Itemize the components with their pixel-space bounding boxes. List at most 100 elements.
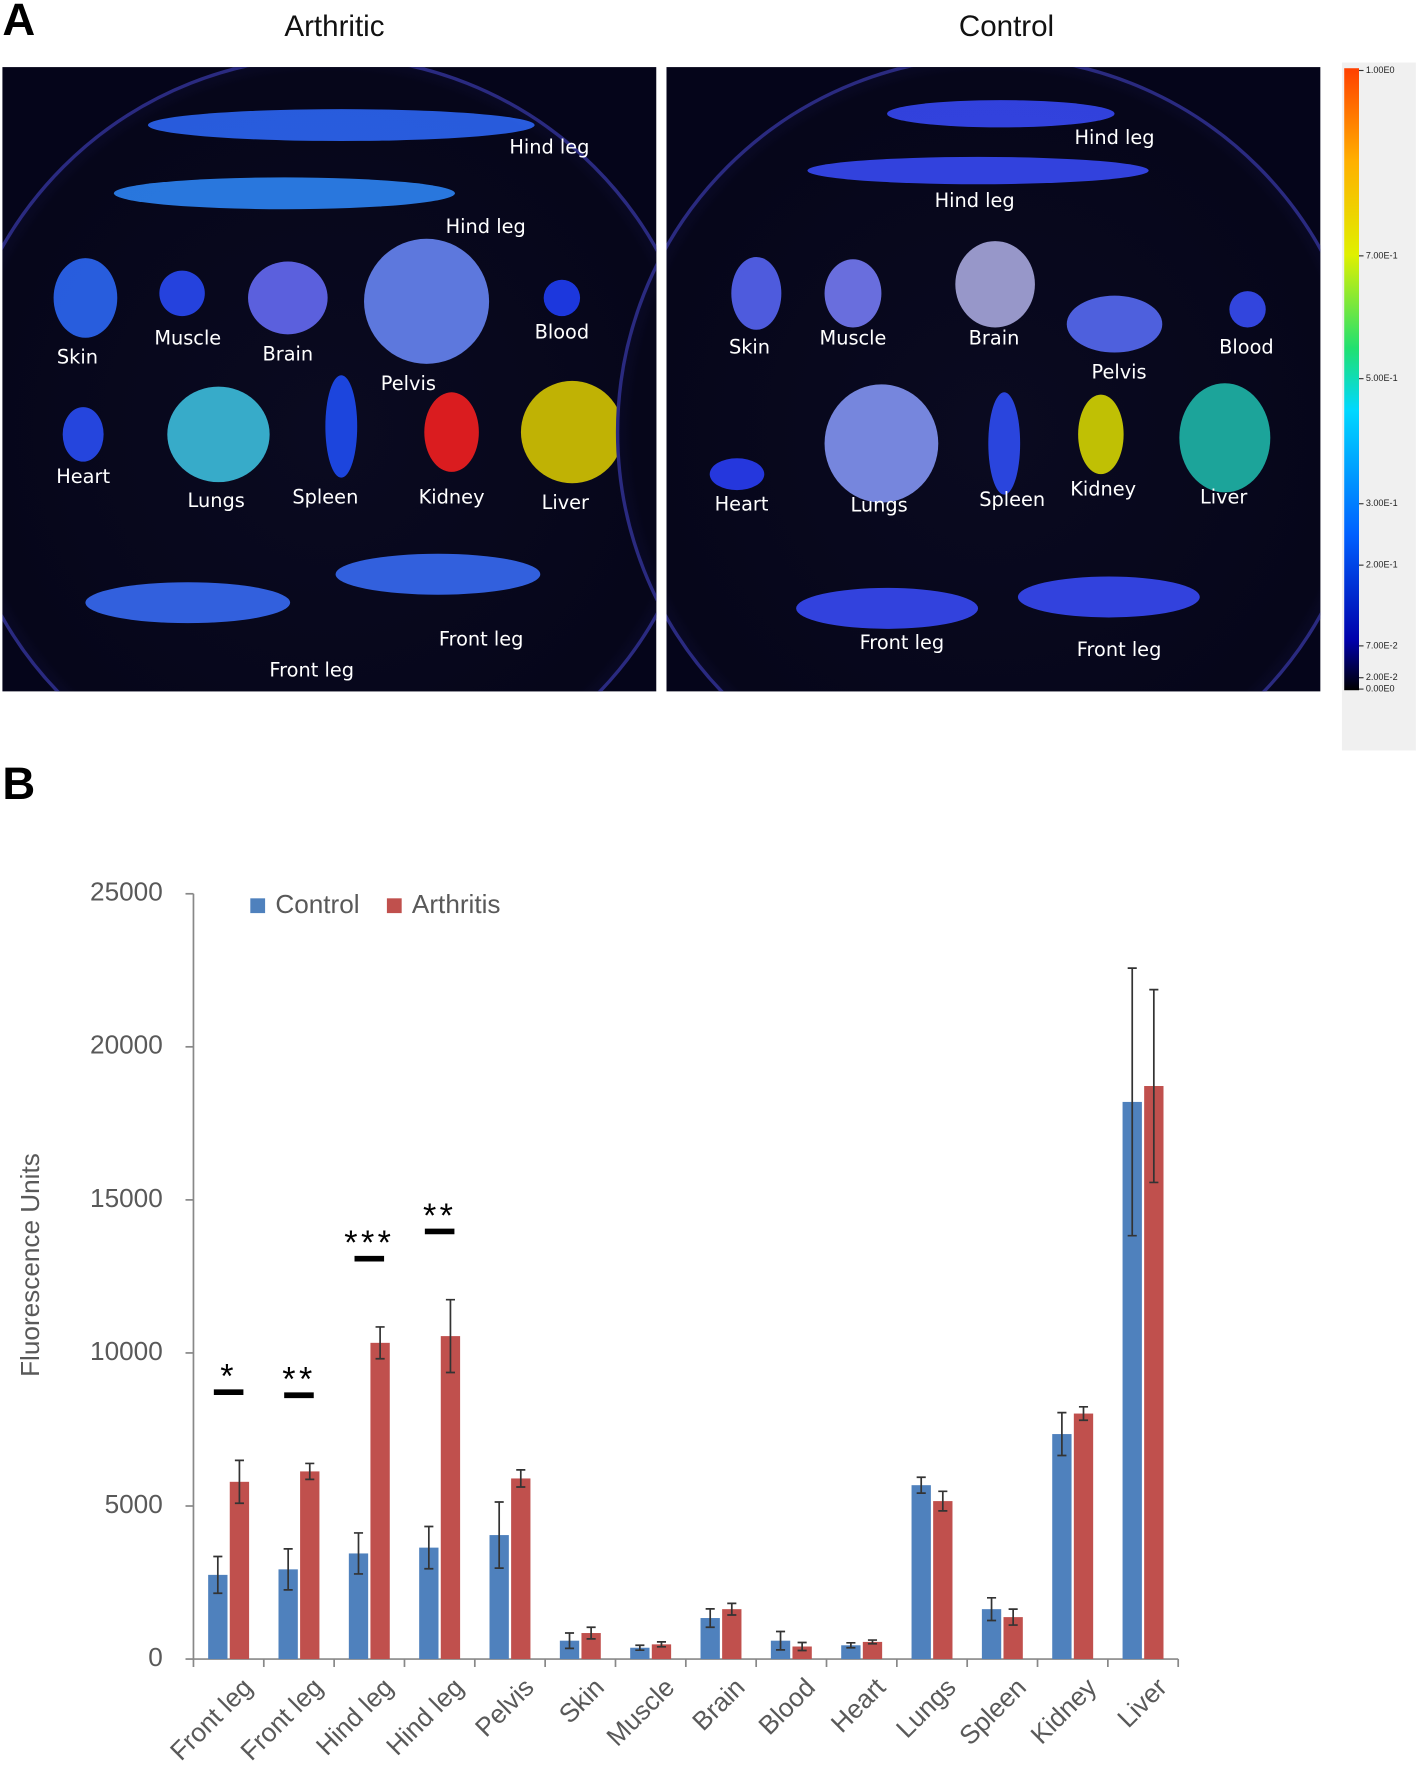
significance-label: **	[423, 1197, 456, 1235]
tissue	[364, 238, 490, 364]
error-bar	[1149, 988, 1159, 1184]
tissue	[53, 258, 118, 338]
tissue	[807, 156, 1149, 185]
bar	[700, 1618, 720, 1660]
tissue	[335, 553, 541, 595]
tissue	[1017, 576, 1200, 618]
bar	[278, 1569, 298, 1660]
organ-label: Muscle	[820, 326, 887, 349]
bar	[1144, 1086, 1164, 1660]
organ-label: Lungs	[188, 489, 245, 512]
bar	[1003, 1617, 1023, 1660]
x-tick-label: Brain	[686, 1672, 750, 1736]
error-bar	[916, 1476, 926, 1494]
tissue	[167, 386, 270, 483]
legend-label: Arthritis	[412, 889, 501, 919]
significance-label: **	[282, 1361, 315, 1399]
organ-label: Liver	[1200, 486, 1247, 509]
tissue	[887, 100, 1115, 128]
significance-label: ***	[344, 1224, 394, 1262]
error-bar	[516, 1469, 526, 1488]
error-bar	[727, 1602, 737, 1616]
organ-label: Hind leg	[935, 189, 1015, 212]
bar	[300, 1471, 320, 1660]
tissue	[988, 392, 1021, 495]
tissue	[159, 270, 205, 317]
organ-label: Hind leg	[446, 215, 526, 238]
error-bar	[564, 1632, 575, 1650]
bar	[581, 1633, 601, 1660]
bar	[1052, 1434, 1072, 1660]
tissue	[543, 279, 581, 317]
error-bar	[353, 1532, 364, 1575]
image-title: Arthritic	[284, 10, 384, 43]
bar	[792, 1646, 812, 1660]
x-tick-label: Heart	[825, 1671, 892, 1738]
tissue	[1078, 394, 1124, 475]
x-tick-label: Lungs	[890, 1672, 962, 1744]
tissue	[325, 375, 358, 478]
tissue	[731, 256, 782, 330]
organ-label: Front leg	[860, 631, 945, 654]
error-bar	[424, 1525, 434, 1570]
legend-swatch	[250, 898, 266, 914]
organ-label: Pelvis	[381, 372, 436, 395]
colorbar-label: 7.00E-1	[1366, 250, 1398, 260]
y-tick-label: 10000	[90, 1336, 163, 1366]
bar	[370, 1342, 390, 1660]
error-bar	[1078, 1405, 1089, 1422]
organ-label: Kidney	[419, 486, 485, 509]
error-bar	[986, 1596, 997, 1622]
y-axis-label: Fluorescence Units	[15, 1153, 45, 1377]
x-tick-label: Hind leg	[310, 1672, 399, 1761]
x-tick-label: Spleen	[953, 1672, 1032, 1751]
colorbar-label: 3.00E-1	[1366, 498, 1398, 508]
y-tick-label: 15000	[90, 1183, 163, 1213]
bar	[981, 1609, 1002, 1660]
bar	[348, 1553, 369, 1660]
bar	[419, 1547, 439, 1660]
tissue	[85, 582, 291, 624]
bar	[722, 1609, 742, 1660]
tissue	[424, 392, 479, 472]
organ-label: Heart	[56, 465, 110, 488]
bar	[229, 1481, 250, 1660]
tissue	[62, 407, 104, 462]
x-tick-label: Pelvis	[469, 1672, 540, 1743]
error-bar	[1057, 1411, 1067, 1457]
x-tick-label: Blood	[752, 1672, 820, 1740]
error-bar	[494, 1501, 504, 1569]
organ-label: Spleen	[292, 486, 358, 509]
bar	[651, 1644, 672, 1660]
organ-label: Front leg	[1077, 638, 1162, 661]
tissue	[955, 241, 1035, 328]
tissue	[1229, 291, 1266, 328]
y-tick-label: 20000	[90, 1030, 163, 1060]
tissue	[1179, 383, 1271, 493]
error-bar	[867, 1639, 878, 1645]
bar	[933, 1501, 953, 1660]
tissue	[824, 259, 882, 328]
error-bar	[635, 1644, 645, 1652]
tissue	[520, 380, 624, 484]
tissue	[113, 177, 455, 210]
colorbar-label: 1.00E0	[1366, 65, 1395, 75]
error-bar	[797, 1641, 807, 1652]
x-tick-label: Muscle	[600, 1672, 680, 1752]
x-tick-label: Kidney	[1025, 1671, 1103, 1749]
significance-label: *	[220, 1358, 237, 1396]
legend-swatch	[386, 898, 402, 914]
error-bar	[283, 1548, 293, 1591]
error-bar	[305, 1462, 315, 1481]
tissue	[248, 261, 328, 335]
y-tick-label: 0	[148, 1642, 163, 1672]
tissue	[796, 587, 979, 629]
error-bar	[586, 1626, 596, 1640]
tissue	[1066, 295, 1163, 353]
bar	[911, 1485, 931, 1660]
organ-label: Brain	[262, 342, 313, 365]
error-bar	[775, 1630, 786, 1651]
error-bar	[705, 1607, 715, 1629]
bar	[440, 1336, 461, 1660]
